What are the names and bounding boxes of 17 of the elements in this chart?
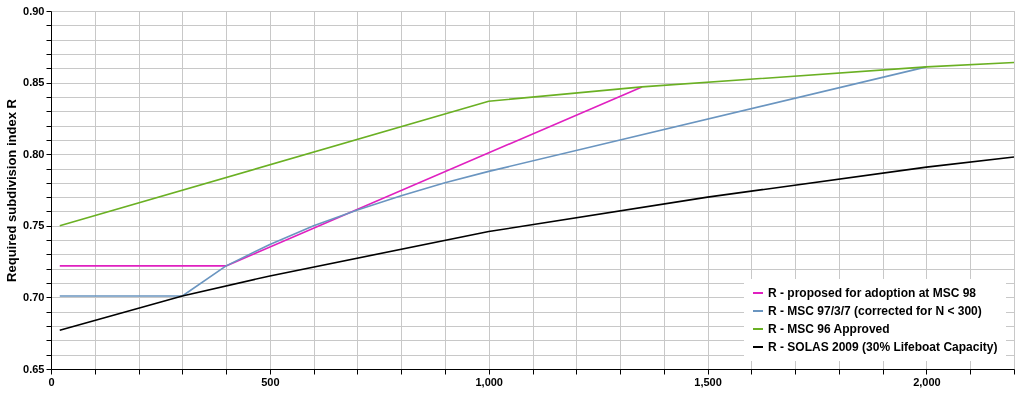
x-tick-label: 0: [48, 375, 55, 388]
x-tick-label: 2,000: [913, 375, 941, 388]
y-axis-title: Required subdivision index R: [4, 98, 20, 282]
y-tick-label: 0.80: [23, 147, 45, 160]
legend-label: R - proposed for adoption at MSC 98: [768, 286, 977, 300]
y-tick-label: 0.85: [23, 76, 45, 89]
legend-label: R - MSC 96 Approved: [768, 322, 890, 336]
y-tick-label: 0.75: [23, 219, 45, 232]
legend-label: R - SOLAS 2009 (30% Lifeboat Capacity): [768, 340, 998, 354]
legend-label: R - MSC 97/3/7 (corrected for N < 300): [768, 304, 982, 318]
y-tick-label: 0.90: [23, 4, 45, 17]
x-tick-label: 1,000: [475, 375, 503, 388]
x-tick-label: 500: [261, 375, 280, 388]
x-tick-label: 1,500: [694, 375, 722, 388]
y-tick-label: 0.65: [23, 362, 45, 375]
line-series: [58, 61, 1015, 227]
y-tick-label: 0.70: [23, 290, 45, 303]
